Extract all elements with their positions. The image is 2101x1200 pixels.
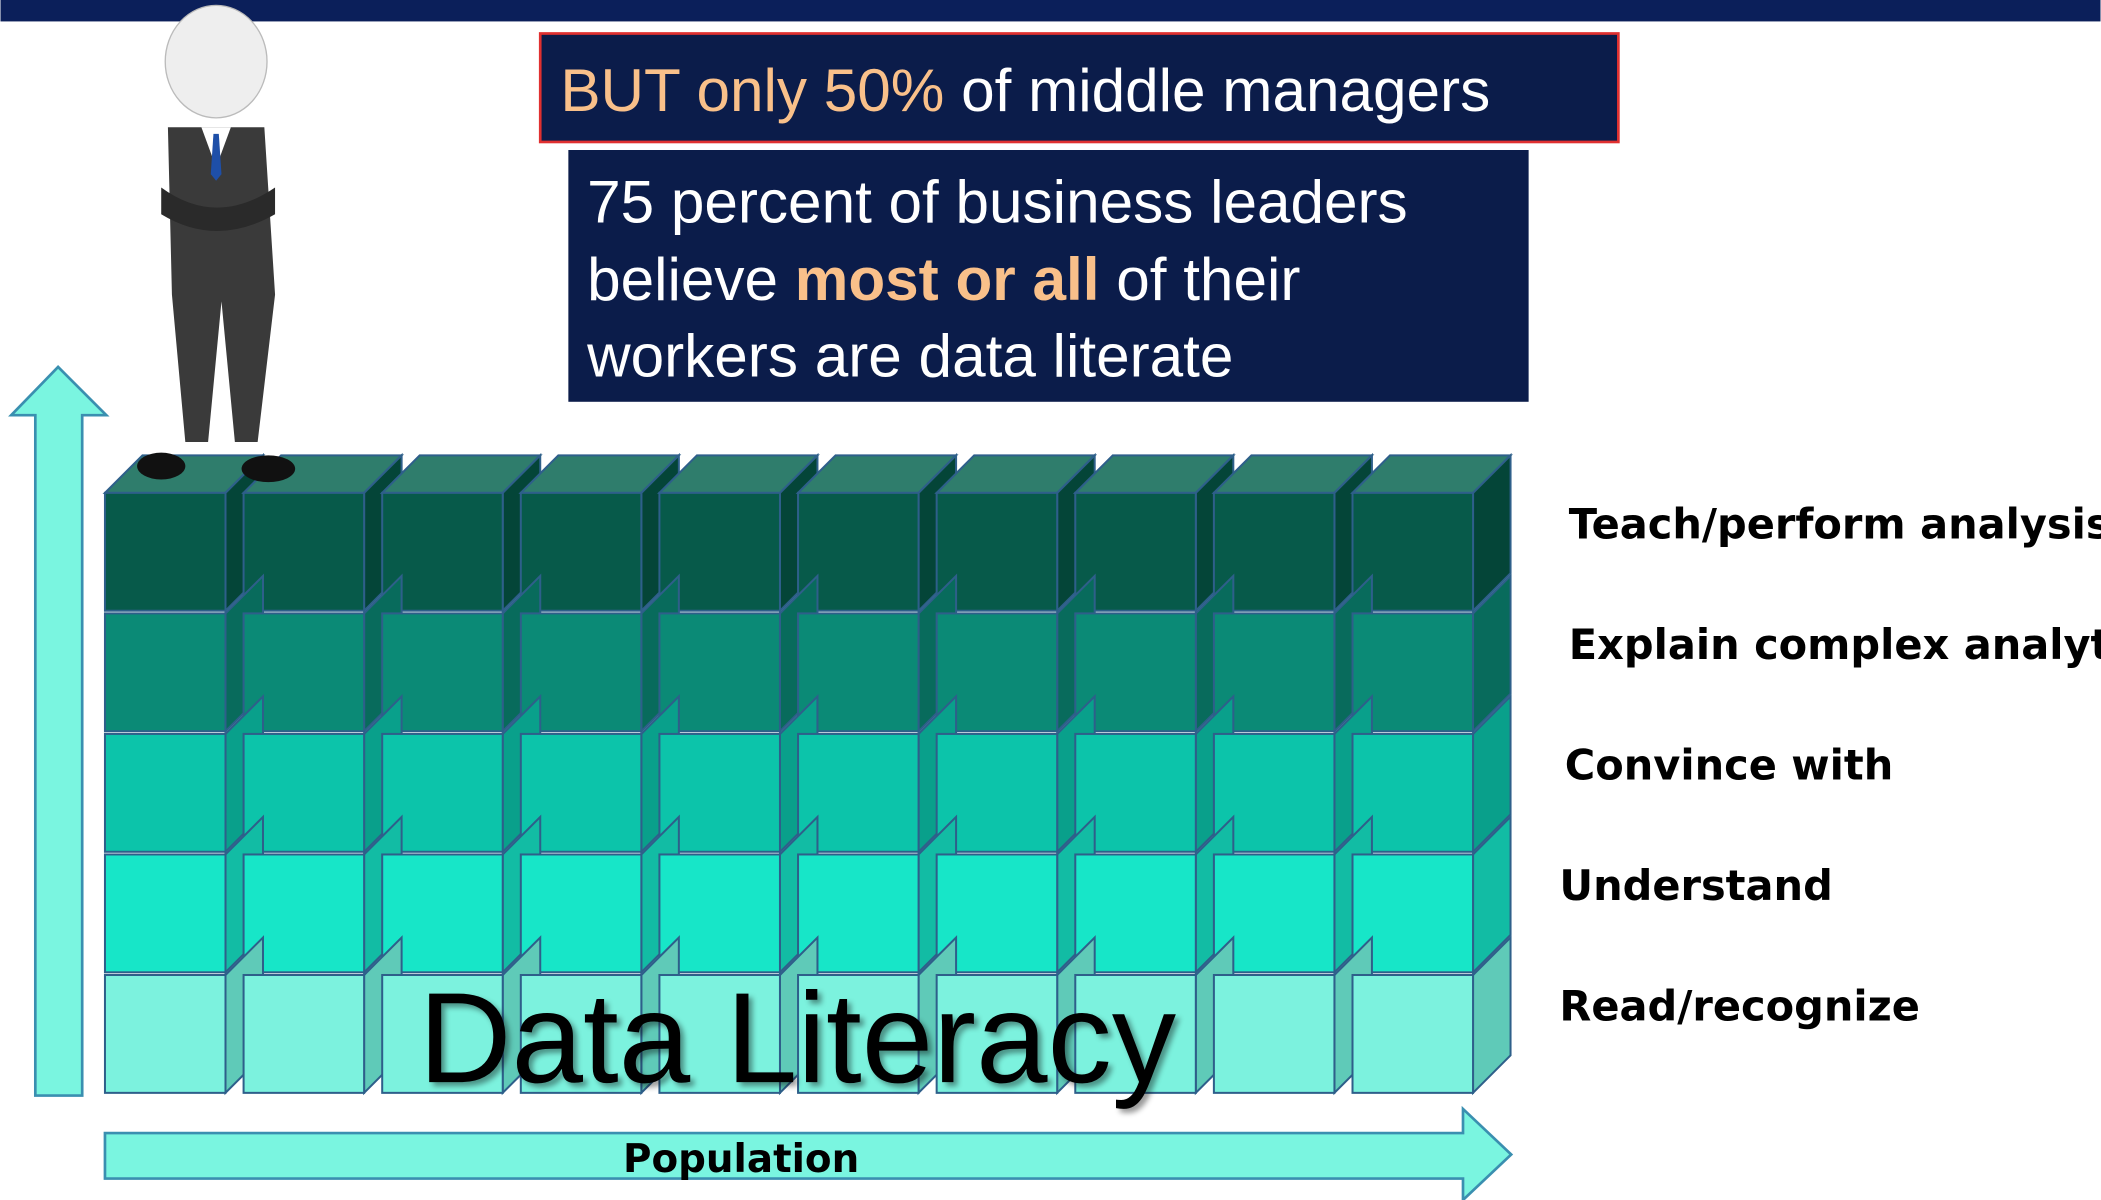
cube-front bbox=[1212, 973, 1336, 1094]
emphasis: most or all bbox=[795, 245, 1100, 313]
y-arrow bbox=[8, 365, 110, 1097]
rest: of middle managers bbox=[961, 56, 1490, 124]
callout-top-box bbox=[538, 32, 1620, 144]
cube-front bbox=[519, 973, 643, 1094]
title: Data Literacy bbox=[419, 967, 1177, 1110]
cube-front bbox=[797, 853, 920, 974]
figure bbox=[137, 4, 296, 483]
cube-front bbox=[658, 973, 781, 1094]
callout-main-box bbox=[568, 150, 1529, 402]
cube-front bbox=[1074, 973, 1197, 1094]
top-bar bbox=[0, 0, 2101, 22]
level-label: Understand bbox=[1559, 861, 1832, 910]
cube-front bbox=[242, 973, 366, 1094]
callout-main-text: 75 percent of business leaders believe m… bbox=[586, 167, 1424, 389]
level-label: Convince with bbox=[1565, 740, 1893, 789]
highlight: BUT only 50% bbox=[560, 56, 944, 124]
level-label: Read/recognize bbox=[1559, 982, 1919, 1031]
level-label: Explain complex analytics bbox=[1569, 620, 2101, 669]
cube-front bbox=[103, 973, 227, 1094]
cube-front bbox=[935, 973, 1059, 1094]
cube-front bbox=[381, 973, 504, 1094]
line: of their bbox=[1116, 245, 1300, 313]
level-label: Teach/perform analysis bbox=[1569, 499, 2101, 548]
line: workers are data literate bbox=[586, 321, 1233, 389]
level-labels: Teach/perform analysis Explain complex an… bbox=[1559, 499, 2101, 1030]
cube-grid bbox=[102, 452, 1513, 1096]
x-arrow bbox=[103, 1105, 1514, 1200]
line: 75 percent of business leaders bbox=[587, 167, 1408, 235]
cube-front bbox=[797, 612, 920, 733]
line: believe bbox=[587, 245, 778, 313]
cube-front bbox=[519, 491, 643, 612]
cube-front bbox=[103, 491, 227, 612]
callout-top-text: BUT only 50% of middle managers bbox=[560, 56, 1490, 124]
cube-front bbox=[1351, 973, 1475, 1094]
cube-front bbox=[103, 732, 227, 853]
x-axis-label: Population bbox=[623, 1137, 859, 1182]
cube-front bbox=[103, 612, 227, 733]
cube-front bbox=[797, 973, 920, 1094]
cube-front bbox=[103, 853, 227, 974]
